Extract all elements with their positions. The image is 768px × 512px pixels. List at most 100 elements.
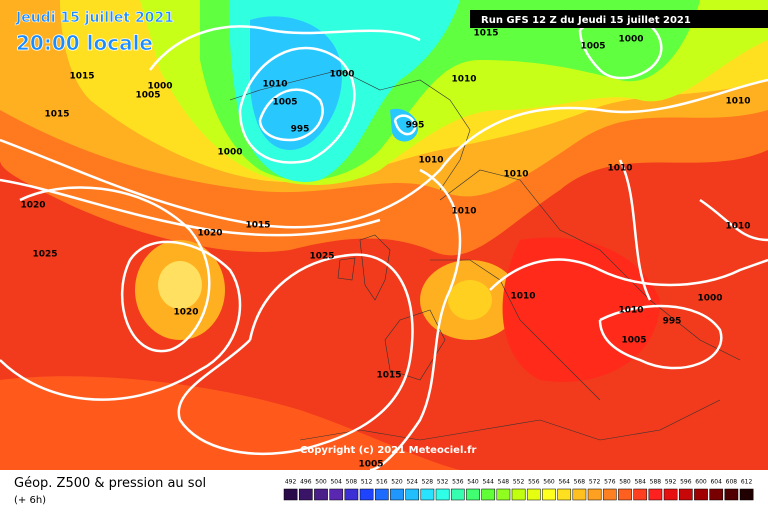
scale-label: 580 [619, 479, 631, 486]
scale-label: 576 [604, 479, 616, 486]
scale-swatch [678, 488, 693, 501]
scale-label: 552 [513, 479, 525, 486]
scale-label: 508 [346, 479, 358, 486]
isobar-label: 1025 [32, 250, 57, 260]
scale-swatch [466, 488, 480, 501]
isobar-label: 1010 [510, 292, 535, 302]
isobar-label: 1000 [147, 82, 172, 92]
isobar-label: 1000 [697, 294, 722, 304]
isobar-label: 1000 [217, 148, 242, 158]
scale-label: 596 [680, 479, 692, 486]
isobar-label: 1015 [245, 221, 270, 231]
isobar-label: 1020 [20, 201, 45, 211]
scale-swatch [572, 488, 587, 501]
isobar-label: 1015 [44, 110, 69, 120]
isobar-label: 1010 [607, 164, 632, 174]
scale-label: 512 [361, 479, 373, 486]
scale-label: 492 [285, 479, 297, 486]
run-box [470, 10, 768, 28]
scale-swatch [435, 488, 450, 501]
scale-label: 560 [543, 479, 555, 486]
isobar-label: 995 [406, 121, 425, 131]
scale-swatch [329, 488, 344, 501]
isobar-label: 1015 [69, 72, 94, 82]
isobar-label: 1005 [580, 42, 605, 52]
scale-label: 544 [482, 479, 494, 486]
copyright: Copyright (c) 2021 Meteociel.fr [300, 445, 477, 456]
scale-label: 500 [315, 479, 327, 486]
scale-label: 540 [467, 479, 479, 486]
scale-swatch [557, 488, 572, 501]
scale-label: 568 [574, 479, 586, 486]
scale-swatch [739, 488, 754, 501]
isobar-label: 1005 [358, 460, 383, 470]
scale-swatch [663, 488, 678, 501]
scale-swatch [481, 488, 496, 501]
time-label: 20:00 locale [16, 31, 153, 55]
scale-swatch [405, 488, 420, 501]
scale-swatch [587, 488, 602, 501]
scale-swatch [602, 488, 617, 501]
isobar-label: 995 [663, 317, 682, 327]
scale-swatch [526, 488, 541, 501]
scale-label: 516 [376, 479, 388, 486]
isobar-label: 1020 [173, 308, 198, 318]
scale-label: 528 [422, 479, 434, 486]
scale-label: 536 [452, 479, 464, 486]
scale-swatch [314, 488, 328, 501]
isobar-label: 1005 [272, 98, 297, 108]
scale-label: 608 [726, 479, 738, 486]
isobars [0, 14, 768, 472]
scale-swatch [344, 488, 359, 501]
scale-label: 588 [650, 479, 662, 486]
scale-swatch [542, 488, 556, 501]
isobar-label: 1015 [473, 29, 498, 39]
scale-swatch [694, 488, 708, 501]
run-label: Run GFS 12 Z du Jeudi 15 juillet 2021 [481, 15, 691, 26]
scale-swatch [648, 488, 663, 501]
scale-label: 612 [741, 479, 753, 486]
scale-label: 520 [391, 479, 403, 486]
scale-label: 524 [406, 479, 418, 486]
isobar-label: 1010 [725, 222, 750, 232]
legend-title: Géop. Z500 & pression au sol [14, 476, 206, 491]
scale-swatch [618, 488, 632, 501]
isobar-labels: 1015100010051015101010001005995100099510… [20, 29, 750, 470]
isobar-label: 1010 [725, 97, 750, 107]
scale-swatch [420, 488, 435, 501]
isobar-label: 1015 [376, 371, 401, 381]
scale-swatch [298, 488, 313, 501]
legend-subtitle: (+ 6h) [14, 495, 46, 506]
scale-label: 532 [437, 479, 449, 486]
isobar-label: 995 [291, 125, 310, 135]
scale-swatch [359, 488, 374, 501]
isobar-label: 1010 [418, 156, 443, 166]
scale-label: 592 [665, 479, 677, 486]
color-scale: 492 496 500 504 508 512 516 520 524 528 532 536 540 5… [283, 479, 754, 501]
date-label: Jeudi 15 juillet 2021 [15, 10, 174, 26]
scale-swatch [390, 488, 404, 501]
scale-label: 564 [558, 479, 570, 486]
scale-label: 548 [498, 479, 510, 486]
scale-label: 496 [300, 479, 312, 486]
isobar-label: 1010 [618, 306, 643, 316]
scale-swatch [633, 488, 648, 501]
isobar-label: 1000 [618, 35, 643, 45]
isobar-label: 1000 [329, 70, 354, 80]
scale-label: 600 [695, 479, 707, 486]
scale-swatch [709, 488, 724, 501]
scale-swatch [511, 488, 526, 501]
isobar-label: 1020 [197, 229, 222, 239]
scale-swatch [450, 488, 465, 501]
isobar-label: 1005 [135, 91, 160, 101]
scale-swatch [374, 488, 389, 501]
isobar-label: 1010 [503, 170, 528, 180]
scale-swatch [283, 488, 298, 501]
scale-label: 584 [634, 479, 646, 486]
scale-swatch [724, 488, 739, 501]
scale-label: 572 [589, 479, 601, 486]
isobar-label: 1010 [262, 80, 287, 90]
scale-label: 604 [710, 479, 722, 486]
scale-label: 504 [330, 479, 342, 486]
